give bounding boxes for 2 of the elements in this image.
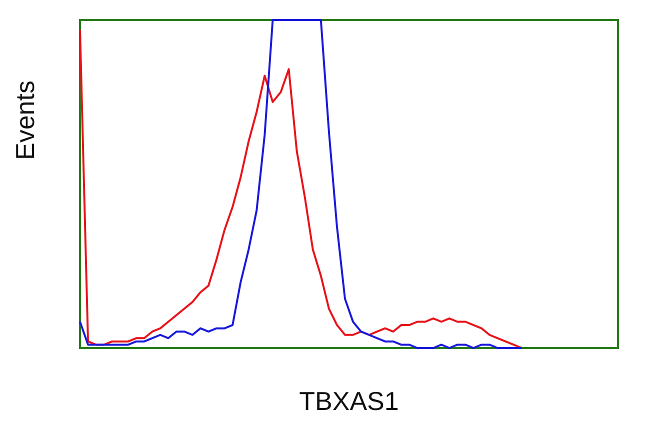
x-axis-title: TBXAS1 xyxy=(299,386,399,416)
y-axis-title: Events xyxy=(10,80,40,160)
